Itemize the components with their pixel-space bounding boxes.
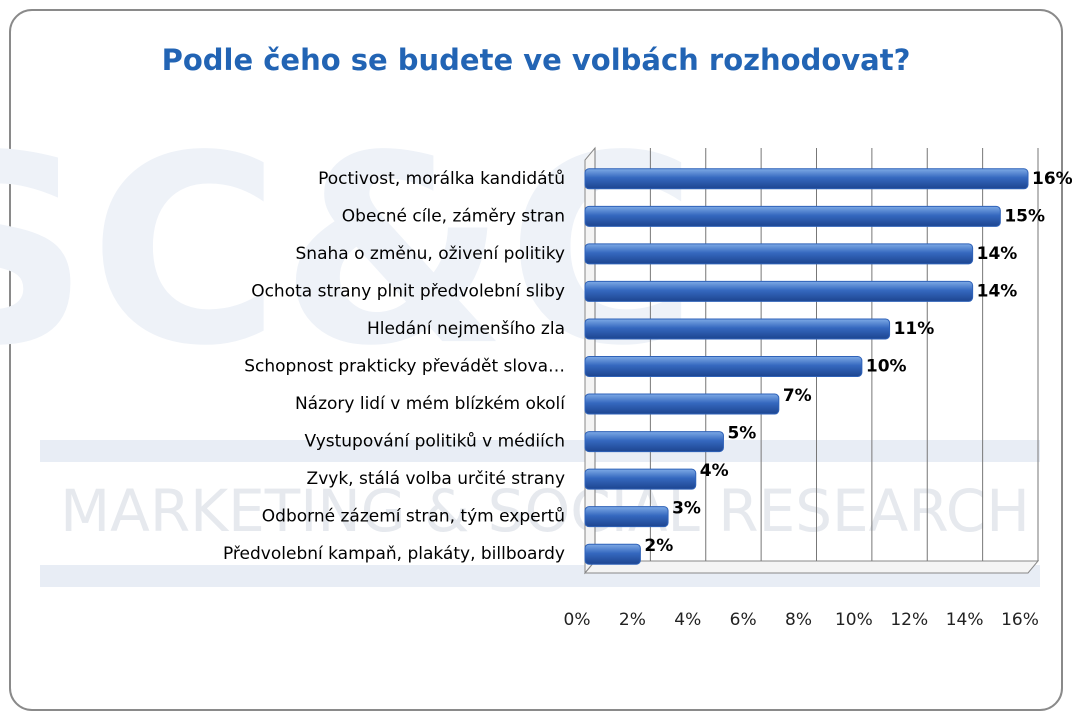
value-label: 10% [866,357,907,377]
bar [584,356,863,377]
value-label: 5% [727,424,756,444]
category-label: Předvolební kampaň, plakáty, billboardy [223,544,565,564]
x-tick-label: 8% [785,610,812,630]
category-label: Odborné zázemí stran, tým expertů [262,507,565,527]
x-tick-label: 10% [835,610,873,630]
category-label: Ochota strany plnit předvolební sliby [251,281,565,301]
value-label: 2% [644,536,673,556]
bar [584,393,780,415]
x-tick-label: 0% [564,610,591,630]
category-label: Poctivost, morálka kandidátů [318,169,565,189]
category-label: Hledání nejmenšího zla [367,319,565,339]
bar [584,280,974,302]
x-tick-label: 6% [730,610,757,630]
bar [584,431,724,453]
value-label: 14% [977,244,1018,264]
x-tick-label: 14% [946,610,984,630]
bar [584,168,1029,190]
watermark-tagline: MARKETING & SOCIAL RESEARCH [60,477,1030,545]
x-tick-label: 4% [674,610,701,630]
value-label: 16% [1032,169,1072,189]
bar [584,243,974,265]
watermark-band [40,440,1040,462]
bar [584,318,891,340]
value-label: 3% [672,499,701,519]
category-label: Zvyk, stálá volba určité strany [307,469,565,489]
value-label: 15% [1004,206,1045,226]
category-label: Obecné cíle, záměry stran [342,206,565,226]
x-tick-label: 16% [1001,610,1039,630]
floor [583,560,1040,574]
bar [584,506,669,528]
value-label: 14% [977,281,1018,301]
value-label: 11% [894,319,935,339]
category-label: Snaha o změnu, oživení politiky [296,244,565,264]
x-tick-label: 2% [619,610,646,630]
bar [584,205,1001,227]
value-label: 4% [700,461,729,481]
bar [584,468,697,490]
category-label: Schopnost prakticky převádět slova… [244,357,565,377]
bar [584,543,641,565]
category-label: Názory lidí v mém blízkém okolí [295,394,566,414]
watermark-logo: SC&C [0,101,698,403]
category-label: Vystupování politiků v médiích [305,432,565,452]
value-label: 7% [783,386,812,406]
x-tick-label: 12% [890,610,928,630]
chart-title: Podle čeho se budete ve volbách rozhodov… [162,43,911,77]
